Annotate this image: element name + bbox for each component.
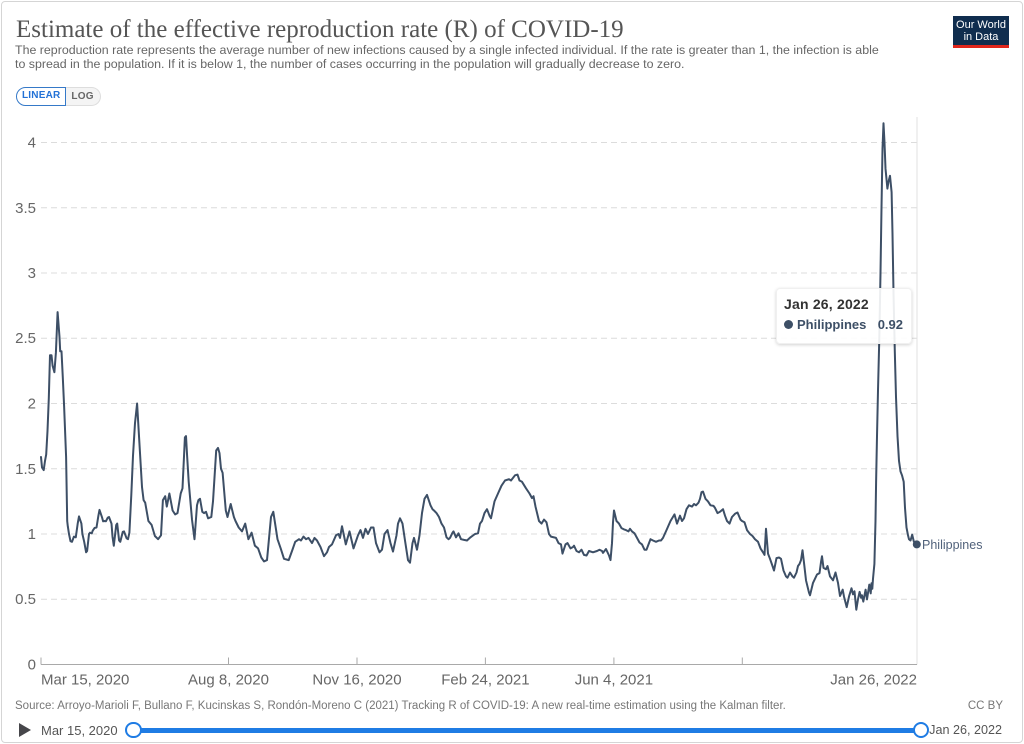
svg-text:0.5: 0.5 (15, 591, 36, 608)
svg-text:2: 2 (28, 396, 36, 413)
svg-text:1: 1 (28, 526, 36, 543)
svg-text:1.5: 1.5 (15, 461, 36, 478)
svg-text:Mar 15, 2020: Mar 15, 2020 (41, 672, 129, 689)
svg-text:Feb 24, 2021: Feb 24, 2021 (441, 672, 529, 689)
svg-text:Jan 26, 2022: Jan 26, 2022 (830, 672, 917, 689)
svg-text:3: 3 (28, 265, 36, 282)
svg-text:Nov 16, 2020: Nov 16, 2020 (312, 672, 401, 689)
svg-text:4: 4 (28, 135, 36, 152)
svg-text:0: 0 (28, 657, 36, 674)
svg-text:2.5: 2.5 (15, 330, 36, 347)
svg-text:Jun 4, 2021: Jun 4, 2021 (575, 672, 653, 689)
svg-text:Aug 8, 2020: Aug 8, 2020 (188, 672, 269, 689)
svg-text:Philippines: Philippines (922, 538, 982, 552)
svg-text:3.5: 3.5 (15, 200, 36, 217)
